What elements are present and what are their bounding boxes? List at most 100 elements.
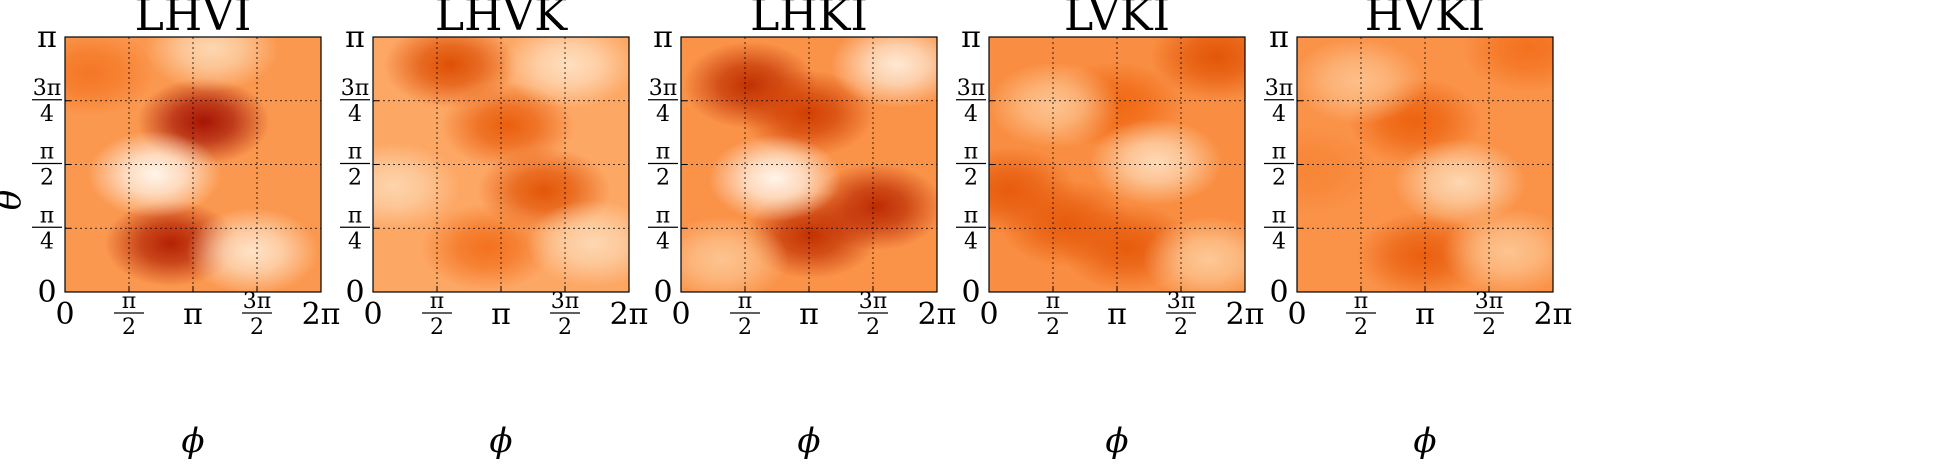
y-tick-label: 0 (345, 275, 364, 310)
y-tick-label: π4 (1264, 203, 1294, 254)
x-tick-label: π (1107, 297, 1127, 332)
heatmap-feature (502, 37, 629, 109)
y-tick-label: 3π4 (1264, 76, 1294, 127)
heatmap-feature (708, 135, 842, 222)
svg-text:π: π (964, 203, 978, 228)
svg-text:π: π (430, 289, 444, 314)
y-tick-label: 0 (1269, 275, 1288, 310)
y-tick-label: π2 (648, 140, 678, 191)
x-axis-label: ϕ (1105, 421, 1128, 461)
heatmap-field (681, 37, 937, 292)
heatmap-feature (65, 37, 156, 117)
svg-text:2: 2 (656, 166, 670, 191)
svg-text:2: 2 (558, 315, 572, 340)
y-tick-label: 0 (37, 275, 56, 310)
panel-title: HVKI (1365, 0, 1485, 41)
svg-text:2: 2 (1174, 315, 1188, 340)
svg-text:2: 2 (964, 166, 978, 191)
x-axis-label: ϕ (181, 421, 204, 461)
y-tick-label: 3π4 (648, 76, 678, 127)
svg-text:4: 4 (40, 102, 54, 127)
svg-text:4: 4 (1272, 102, 1286, 127)
x-tick-label: 3π2 (1474, 289, 1504, 340)
y-tick-label: 3π4 (32, 76, 62, 127)
x-tick-label: π (491, 297, 511, 332)
heatmap-feature (185, 208, 319, 292)
svg-text:π: π (1272, 140, 1286, 165)
svg-text:3π: 3π (649, 76, 677, 101)
y-tick-label: π (653, 20, 673, 55)
x-tick-label: 0 (363, 297, 382, 332)
x-tick-label: π2 (1346, 289, 1376, 340)
x-tick-label: π (799, 297, 819, 332)
heatmap-feature (989, 61, 1121, 149)
y-tick-label: π (345, 20, 365, 55)
svg-text:2: 2 (348, 166, 362, 191)
y-tick-label: π4 (32, 203, 62, 254)
svg-text:2: 2 (1354, 315, 1368, 340)
svg-text:3π: 3π (551, 289, 579, 314)
y-tick-label: π2 (1264, 140, 1294, 191)
svg-text:3π: 3π (1265, 76, 1293, 101)
x-tick-label: π2 (422, 289, 452, 340)
svg-text:2: 2 (866, 315, 880, 340)
x-tick-label: 3π2 (550, 289, 580, 340)
svg-text:3π: 3π (341, 76, 369, 101)
x-axis-label: ϕ (489, 421, 512, 461)
y-tick-label: 3π4 (956, 76, 986, 127)
y-tick-label: 0 (653, 275, 672, 310)
y-tick-label: π2 (956, 140, 986, 191)
svg-text:2: 2 (40, 166, 54, 191)
panel-title: LHKI (750, 0, 868, 41)
svg-text:3π: 3π (33, 76, 61, 101)
x-tick-label: π (183, 297, 203, 332)
y-tick-label: π4 (956, 203, 986, 254)
svg-text:π: π (1354, 289, 1368, 314)
x-tick-label: 2π (1534, 297, 1573, 332)
heatmap-field (65, 37, 319, 292)
svg-text:2: 2 (1046, 315, 1060, 340)
svg-text:3π: 3π (957, 76, 985, 101)
y-tick-label: π4 (340, 203, 370, 254)
x-tick-label: π2 (114, 289, 144, 340)
svg-text:2: 2 (430, 315, 444, 340)
y-tick-label: 3π4 (340, 76, 370, 127)
x-tick-label: 3π2 (242, 289, 272, 340)
x-tick-label: 2π (1226, 297, 1265, 332)
svg-text:3π: 3π (1167, 289, 1195, 314)
heatmap-field (1297, 37, 1553, 292)
svg-text:π: π (40, 203, 54, 228)
panel-title: LVKI (1064, 0, 1170, 41)
x-axis-label: ϕ (1413, 421, 1436, 461)
heatmap-feature (1297, 37, 1425, 125)
x-tick-label: π2 (730, 289, 760, 340)
svg-text:4: 4 (348, 102, 362, 127)
heatmap-feature (526, 199, 629, 287)
panel-title: LHVK (435, 0, 568, 41)
heatmap-feature (1150, 37, 1245, 100)
svg-text:π: π (656, 203, 670, 228)
svg-text:π: π (656, 140, 670, 165)
svg-text:2: 2 (250, 315, 264, 340)
svg-text:π: π (348, 203, 362, 228)
heatmap-field (989, 37, 1245, 292)
svg-text:2: 2 (738, 315, 752, 340)
x-tick-label: 0 (671, 297, 690, 332)
heatmap-feature (1442, 208, 1553, 292)
svg-text:π: π (122, 289, 136, 314)
svg-text:π: π (1046, 289, 1060, 314)
svg-text:π: π (40, 140, 54, 165)
svg-text:2: 2 (1272, 166, 1286, 191)
y-tick-label: 0 (961, 275, 980, 310)
y-tick-label: π2 (32, 140, 62, 191)
heatmap-feature (1462, 37, 1553, 92)
y-axis-label: θ (0, 190, 29, 210)
svg-text:4: 4 (1272, 229, 1286, 254)
